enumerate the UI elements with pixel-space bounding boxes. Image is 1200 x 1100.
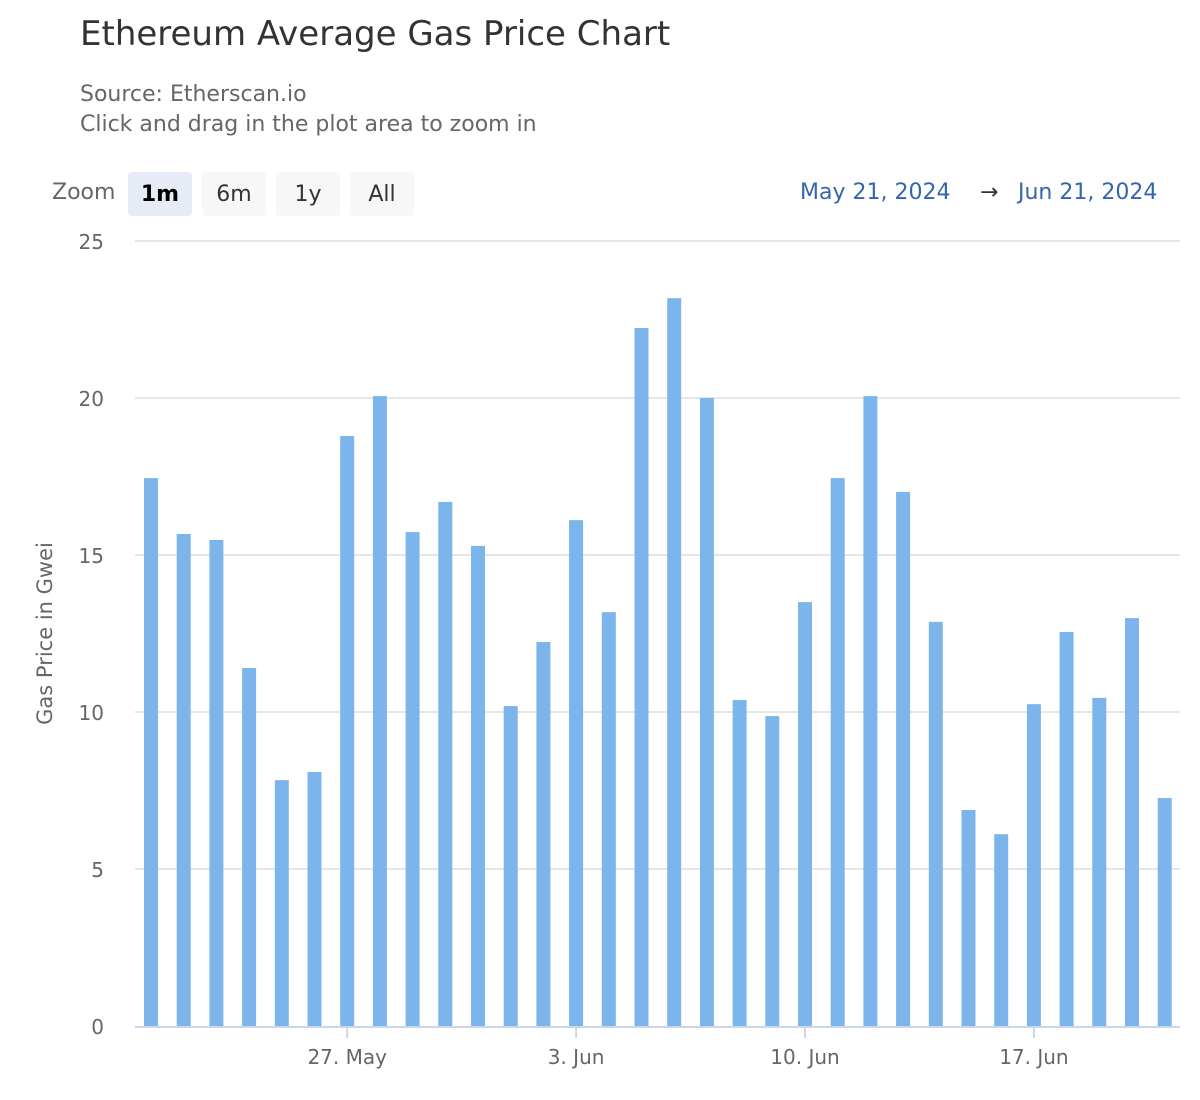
bar[interactable] — [928, 621, 943, 1026]
bar[interactable] — [601, 612, 616, 1026]
bar[interactable] — [1026, 704, 1041, 1026]
bar[interactable] — [961, 809, 976, 1026]
chart-hint: Click and drag in the plot area to zoom … — [80, 112, 537, 137]
zoom-all-button[interactable]: All — [350, 172, 414, 216]
bar[interactable] — [1092, 697, 1107, 1026]
x-tick-label: 27. May — [307, 1045, 387, 1069]
bar[interactable] — [144, 478, 158, 1026]
range-arrow: → — [980, 180, 999, 205]
bar[interactable] — [307, 771, 322, 1026]
bar[interactable] — [274, 780, 289, 1026]
zoom-6m-button[interactable]: 6m — [202, 172, 266, 216]
y-tick-label: 25 — [79, 230, 104, 254]
bar[interactable] — [471, 545, 485, 1026]
y-tick-label: 15 — [79, 544, 104, 568]
x-tick-label: 3. Jun — [548, 1045, 605, 1069]
bar[interactable] — [667, 298, 682, 1026]
bar[interactable] — [1157, 798, 1172, 1026]
bar[interactable] — [340, 435, 355, 1026]
bar[interactable] — [896, 491, 911, 1026]
bar[interactable] — [438, 501, 453, 1027]
range-from[interactable]: May 21, 2024 — [800, 180, 951, 205]
bar[interactable] — [863, 396, 878, 1027]
bar[interactable] — [405, 532, 420, 1026]
bar[interactable] — [732, 700, 747, 1026]
bar[interactable] — [634, 327, 649, 1026]
bar[interactable] — [176, 533, 191, 1026]
y-tick-label: 0 — [91, 1015, 104, 1039]
zoom-1y-button[interactable]: 1y — [276, 172, 340, 216]
bar[interactable] — [1059, 631, 1074, 1026]
bar[interactable] — [536, 641, 551, 1026]
y-tick-label: 20 — [79, 387, 104, 411]
y-tick-label: 10 — [79, 701, 104, 725]
bar[interactable] — [1125, 618, 1139, 1026]
bar[interactable] — [798, 602, 812, 1026]
bar[interactable] — [994, 834, 1009, 1026]
bar[interactable] — [765, 716, 780, 1026]
bar[interactable] — [699, 398, 714, 1026]
x-tick-label: 10. Jun — [770, 1045, 839, 1069]
bar[interactable] — [503, 706, 518, 1026]
chart-title: Ethereum Average Gas Price Chart — [80, 14, 671, 54]
bar[interactable] — [209, 539, 224, 1026]
range-to[interactable]: Jun 21, 2024 — [1018, 180, 1158, 205]
bar[interactable] — [372, 396, 387, 1027]
x-tick-label: 17. Jun — [999, 1045, 1068, 1069]
chart-source: Source: Etherscan.io — [80, 82, 307, 107]
bar[interactable] — [830, 478, 845, 1026]
zoom-label: Zoom — [52, 180, 116, 205]
bar[interactable] — [242, 668, 257, 1026]
y-tick-label: 5 — [91, 858, 104, 882]
bar[interactable] — [569, 520, 584, 1026]
zoom-1m-button[interactable]: 1m — [128, 172, 192, 216]
y-axis-title: Gas Price in Gwei — [33, 542, 57, 725]
